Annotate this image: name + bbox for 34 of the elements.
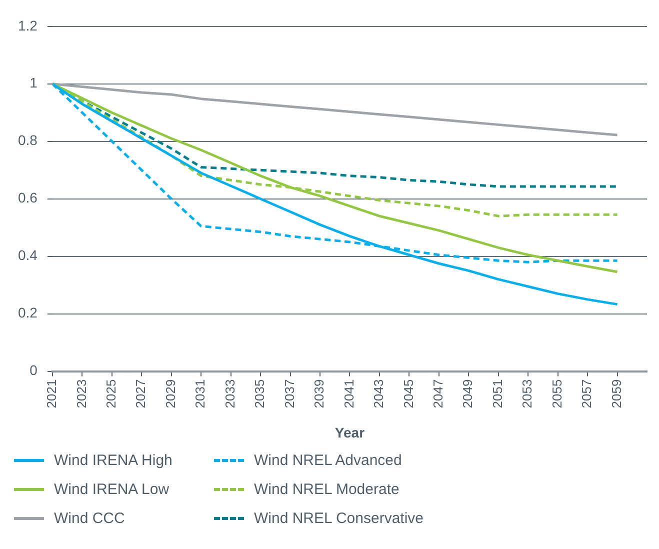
x-tick-label: 2039	[312, 379, 327, 408]
legend-label: Wind CCC	[54, 510, 125, 527]
y-tick-label: 0.6	[18, 190, 38, 206]
x-tick-label: 2027	[133, 379, 148, 408]
legend-label: Wind IRENA High	[54, 452, 172, 469]
x-tick-label: 2045	[400, 379, 416, 408]
y-tick-label: 1	[30, 74, 38, 91]
legend-label: Wind IRENA Low	[54, 481, 170, 498]
x-tick-label: 2055	[549, 379, 564, 408]
x-tick-label: 2057	[579, 379, 594, 408]
x-tick-label: 2025	[103, 379, 118, 408]
y-tick-label: 1.2	[18, 17, 38, 34]
x-tick-label: 2035	[252, 379, 268, 408]
x-tick-label: 2051	[490, 379, 505, 408]
y-tick-label: 0	[30, 362, 38, 378]
y-tick-label: 0.2	[18, 304, 38, 321]
x-tick-label: 2053	[520, 379, 535, 408]
x-tick-label: 2021	[44, 379, 60, 408]
legend-label: Wind NREL Advanced	[254, 452, 402, 469]
y-tick-label: 0.4	[18, 247, 38, 264]
x-tick-label: 2023	[74, 379, 89, 408]
x-tick-label: 2041	[341, 379, 356, 408]
x-tick-label: 2043	[371, 379, 386, 408]
legend-label: Wind NREL Moderate	[254, 481, 400, 498]
x-tick-label: 2029	[162, 379, 178, 408]
x-tick-label: 2033	[222, 379, 238, 408]
y-tick-label: 0.8	[18, 132, 38, 148]
x-tick-label: 2031	[192, 379, 208, 408]
x-tick-label: 2049	[460, 379, 476, 408]
legend-label: Wind NREL Conservative	[254, 510, 424, 527]
x-axis-title: Year	[334, 424, 366, 440]
x-tick-label: 2059	[608, 379, 624, 408]
x-tick-label: 2037	[282, 379, 297, 408]
x-tick-label: 2047	[430, 379, 446, 408]
